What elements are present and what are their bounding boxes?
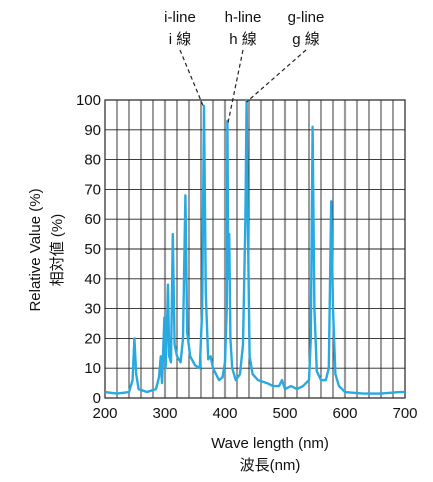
y-tick-label: 40 bbox=[84, 271, 101, 288]
x-tick-label: 600 bbox=[332, 405, 357, 422]
x-axis-label-jp: 波長(nm) bbox=[240, 457, 301, 474]
x-tick-label: 400 bbox=[212, 405, 237, 422]
y-tick-label: 80 bbox=[84, 152, 101, 169]
grid bbox=[104, 99, 406, 399]
annotation-label-jp: h 線 bbox=[229, 31, 257, 48]
annotation-label-jp: g 線 bbox=[292, 31, 320, 48]
axes: 200 300 400 500 600 700 0 10 20 30 40 50 60 70 80 90 100 bbox=[76, 92, 418, 422]
y-tick-label: 30 bbox=[84, 301, 101, 318]
y-axis-label: Relative Value (%) bbox=[27, 188, 44, 311]
annotation-label: g-line bbox=[288, 9, 325, 26]
y-tick-label: 0 bbox=[93, 390, 101, 407]
annotation-leader bbox=[227, 49, 244, 123]
y-tick-label: 90 bbox=[84, 122, 101, 139]
spectrum-series bbox=[104, 98, 405, 395]
annotation-label: i-line bbox=[164, 9, 196, 26]
y-tick-label: 100 bbox=[76, 92, 101, 109]
y-tick-label: 50 bbox=[84, 241, 101, 258]
annotation-leader bbox=[179, 49, 205, 109]
y-tick-label: 20 bbox=[84, 330, 101, 347]
x-tick-label: 500 bbox=[272, 405, 297, 422]
annotations: i-line i 線 h-line h 線 g-line g 線 bbox=[164, 9, 324, 123]
annotation-label: h-line bbox=[225, 9, 262, 26]
x-tick-label: 200 bbox=[92, 405, 117, 422]
y-axis-label-jp: 相対値 (%) bbox=[49, 214, 66, 287]
x-tick-label: 300 bbox=[152, 405, 177, 422]
x-tick-label: 700 bbox=[392, 405, 417, 422]
plot-frame bbox=[104, 99, 406, 399]
annotation-leader bbox=[246, 49, 307, 103]
spectrum-line-0 bbox=[104, 98, 405, 395]
annotation-label-jp: i 線 bbox=[169, 31, 192, 48]
y-tick-label: 70 bbox=[84, 181, 101, 198]
y-tick-label: 60 bbox=[84, 211, 101, 228]
y-tick-label: 10 bbox=[84, 360, 101, 377]
x-axis-label: Wave length (nm) bbox=[211, 435, 329, 452]
